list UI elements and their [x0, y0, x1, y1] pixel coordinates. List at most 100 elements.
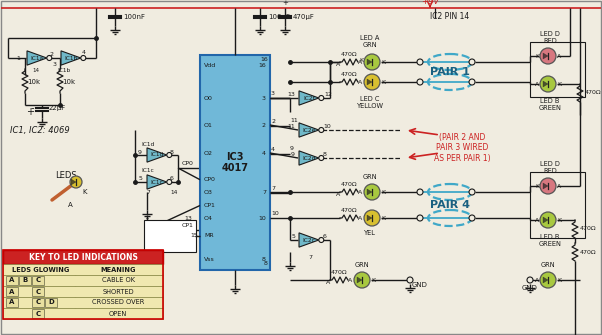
Text: D: D — [48, 299, 54, 306]
Polygon shape — [299, 151, 319, 165]
Text: A: A — [336, 62, 340, 67]
FancyBboxPatch shape — [6, 298, 18, 307]
Circle shape — [540, 76, 556, 92]
Text: 9: 9 — [138, 149, 142, 154]
FancyBboxPatch shape — [144, 220, 196, 252]
Text: LED B
GREEN: LED B GREEN — [539, 234, 562, 247]
Text: 470μF: 470μF — [293, 14, 315, 20]
Circle shape — [319, 128, 324, 133]
Text: LED D
RED: LED D RED — [540, 161, 560, 174]
Text: 470Ω: 470Ω — [330, 270, 347, 275]
Text: K: K — [535, 54, 539, 59]
Text: LEDS: LEDS — [55, 171, 76, 180]
Text: 8: 8 — [323, 152, 327, 157]
Text: 2: 2 — [50, 53, 54, 58]
Text: C: C — [36, 311, 40, 317]
Circle shape — [417, 59, 423, 65]
FancyBboxPatch shape — [200, 55, 270, 270]
Text: MR: MR — [204, 233, 214, 238]
Text: 470Ω: 470Ω — [580, 226, 597, 231]
Text: 14: 14 — [170, 190, 178, 195]
Polygon shape — [543, 217, 548, 223]
Text: Vss: Vss — [204, 257, 215, 262]
Polygon shape — [543, 277, 548, 283]
Circle shape — [167, 152, 172, 157]
Text: 16: 16 — [260, 57, 268, 62]
Text: A: A — [9, 288, 14, 294]
Text: 4: 4 — [271, 147, 275, 152]
Text: 470Ω: 470Ω — [580, 250, 597, 255]
Polygon shape — [27, 51, 47, 65]
Polygon shape — [367, 189, 372, 195]
Polygon shape — [543, 53, 548, 59]
Text: A: A — [358, 79, 362, 84]
FancyBboxPatch shape — [19, 276, 31, 285]
Text: 10: 10 — [271, 211, 279, 216]
Text: O3: O3 — [204, 190, 213, 195]
Text: 10k: 10k — [62, 79, 75, 85]
Text: A: A — [9, 277, 14, 283]
Text: GND: GND — [412, 282, 428, 288]
Text: SHORTED: SHORTED — [102, 288, 134, 294]
Text: CP1: CP1 — [204, 203, 216, 208]
Text: 16: 16 — [258, 63, 266, 68]
FancyBboxPatch shape — [45, 298, 57, 307]
Circle shape — [354, 272, 370, 288]
Text: IC2e: IC2e — [302, 128, 315, 133]
Text: IC2 PIN 14: IC2 PIN 14 — [430, 12, 469, 21]
Circle shape — [540, 178, 556, 194]
Text: 7: 7 — [146, 190, 150, 195]
Text: IC1d: IC1d — [141, 142, 155, 147]
Text: LED A
GRN: LED A GRN — [361, 35, 380, 48]
Circle shape — [364, 74, 380, 90]
Text: PAIR 1: PAIR 1 — [430, 67, 470, 77]
FancyBboxPatch shape — [6, 287, 18, 296]
Polygon shape — [357, 277, 362, 283]
Text: 470Ω: 470Ω — [585, 90, 601, 95]
Text: +9V: +9V — [421, 0, 439, 6]
Text: MEANING: MEANING — [101, 267, 135, 272]
Text: 10: 10 — [323, 125, 330, 130]
Text: 9: 9 — [290, 146, 294, 151]
Polygon shape — [299, 233, 319, 247]
Text: 8: 8 — [170, 149, 174, 154]
Circle shape — [469, 59, 475, 65]
Text: IC1a: IC1a — [31, 56, 43, 61]
Text: O2: O2 — [204, 151, 213, 156]
Text: 10k: 10k — [27, 79, 40, 85]
Text: A: A — [358, 215, 362, 220]
Text: LED D
RED: LED D RED — [540, 31, 560, 44]
Text: 470Ω: 470Ω — [341, 208, 358, 213]
Text: LEDS GLOWING: LEDS GLOWING — [12, 267, 70, 272]
Circle shape — [319, 155, 324, 160]
Text: A: A — [557, 184, 561, 189]
FancyBboxPatch shape — [6, 276, 18, 285]
Polygon shape — [367, 79, 372, 85]
Circle shape — [364, 210, 380, 226]
Text: A: A — [348, 277, 352, 282]
Text: A: A — [557, 54, 561, 59]
Text: K: K — [371, 277, 375, 282]
Text: 10: 10 — [258, 216, 266, 221]
Text: YEL: YEL — [364, 230, 376, 236]
Text: 470Ω: 470Ω — [341, 52, 358, 57]
Circle shape — [364, 54, 380, 70]
Text: 470Ω: 470Ω — [341, 182, 358, 187]
Text: K: K — [557, 81, 561, 86]
Text: 7: 7 — [271, 186, 275, 191]
Text: 9: 9 — [291, 152, 295, 157]
Text: K: K — [82, 189, 87, 195]
Text: 15: 15 — [190, 233, 198, 238]
Text: CP1: CP1 — [182, 223, 194, 228]
Text: IC2c: IC2c — [303, 238, 315, 243]
Text: 3: 3 — [271, 91, 275, 96]
Circle shape — [540, 272, 556, 288]
Text: 6: 6 — [170, 177, 174, 182]
Text: 2: 2 — [262, 124, 266, 128]
Text: 12: 12 — [324, 92, 332, 97]
Circle shape — [364, 184, 380, 200]
Text: 3: 3 — [262, 95, 266, 100]
Text: 8: 8 — [264, 261, 268, 266]
Circle shape — [47, 56, 52, 61]
Polygon shape — [61, 51, 81, 65]
